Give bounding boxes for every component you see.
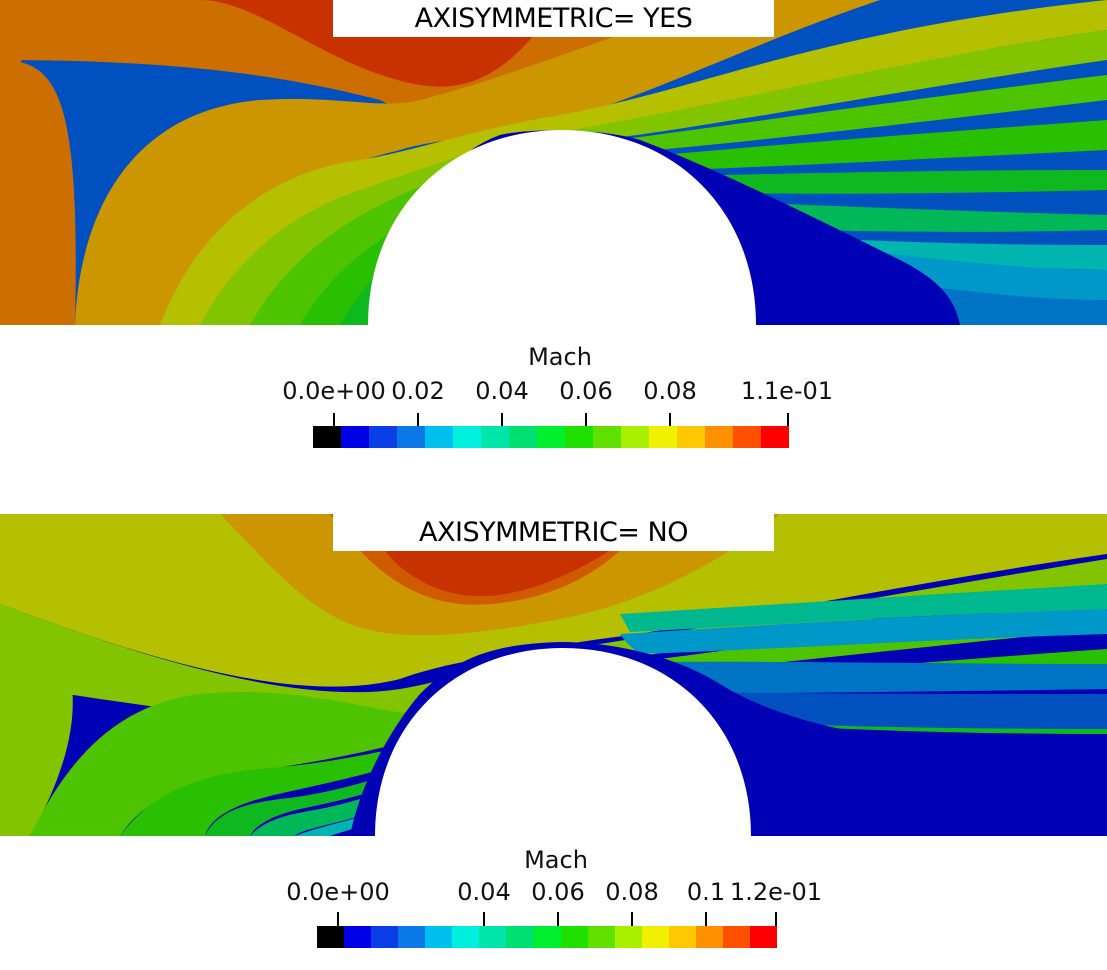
contour-band [0,604,73,836]
tick-mark [417,413,419,433]
tick-mark [705,912,707,934]
contour-band [380,544,620,597]
colorbar-swatch [593,426,621,448]
colorbar-swatch [587,926,615,948]
tick-label: 0.02 [391,377,445,405]
colorbar-swatch [733,426,761,448]
colorbar-swatch [481,426,509,448]
colorbar-swatch [761,426,789,448]
contour-band [620,609,1107,654]
tick-label: 0.08 [605,878,659,906]
colorbar-swatch [509,426,537,448]
colorbar-swatch [425,926,453,948]
contour-band [375,195,1107,325]
colorbar-swatch [344,926,372,948]
colorbar-swatch [750,926,778,948]
contour-band [160,0,1107,325]
contour-band [300,120,1107,325]
colorbar-swatch [452,926,480,948]
colorbar-swatch [565,426,593,448]
contour-band [0,0,40,90]
colorbar-swatch [649,426,677,448]
tick-label: 0.06 [559,377,613,405]
colorbar-swatch [705,426,733,448]
colorbar-swatch [506,926,534,948]
tick-label: 0.1 [686,878,726,906]
tick-label: 0.06 [531,878,585,906]
tick-label: 1.2e-01 [729,878,823,906]
tick-mark [337,912,339,934]
contour-band [390,217,1107,325]
colorbar-swatch [397,426,425,448]
colorbar-gradient [313,426,789,448]
colorbar-swatch [398,926,426,948]
panel-title-no: AXISYMMETRIC= NO [333,514,774,551]
tick-label: 1.1e-01 [740,377,834,405]
colorbar-swatch [560,926,588,948]
tick-label: 0.0e+00 [286,878,390,906]
colorbar-swatch [668,926,696,948]
cylinder-body [375,648,751,836]
tick-mark [483,912,485,934]
contour-band [75,0,880,325]
contour-band [620,584,1107,632]
colorbar-swatch [677,426,705,448]
tick-mark [333,413,335,433]
colorbar-swatch [341,426,369,448]
contour-band [200,30,1107,325]
colorbar-swatch [371,926,399,948]
colorbar-swatch [621,426,649,448]
colorbar-swatch [533,926,561,948]
colorbar-no: Mach 0.0e+00 0.04 0.06 0.08 0.1 1.2e-01 [0,836,1107,970]
tick-mark [631,912,633,934]
colorbar-swatch [722,926,750,948]
tick-mark [775,912,777,934]
cylinder-body [368,130,756,325]
tick-mark [585,413,587,433]
tick-label: 0.04 [457,878,511,906]
mach-contour-field-no [0,514,1107,836]
colorbar-title: Mach [524,846,588,874]
colorbar-gradient [317,926,778,948]
contour-panel-axisymmetric-no: AXISYMMETRIC= NO [0,514,1107,836]
tick-mark [787,413,789,433]
colorbar-swatch [479,926,507,948]
tick-mark [501,413,503,433]
tick-label: 0.04 [475,377,529,405]
colorbar-swatch [317,926,345,948]
colorbar-swatch [453,426,481,448]
colorbar-swatch [369,426,397,448]
tick-mark [669,413,671,433]
contour-band [0,60,76,325]
panel-title-yes: AXISYMMETRIC= YES [333,0,774,37]
tick-mark [557,912,559,934]
colorbar-yes: Mach 0.0e+00 0.02 0.04 0.06 0.08 1.1e-01 [0,325,1107,505]
contour-band [340,170,1107,325]
colorbar-title: Mach [528,343,592,371]
colorbar-swatch [614,926,642,948]
colorbar-swatch [425,426,453,448]
colorbar-swatch [641,926,669,948]
contour-panel-axisymmetric-yes: AXISYMMETRIC= YES [0,0,1107,325]
colorbar-swatch [695,926,723,948]
colorbar-swatch [537,426,565,448]
tick-label: 0.08 [643,377,697,405]
colorbar-swatch [313,426,341,448]
tick-label: 0.0e+00 [282,377,386,405]
mach-contour-field-yes [0,0,1107,325]
